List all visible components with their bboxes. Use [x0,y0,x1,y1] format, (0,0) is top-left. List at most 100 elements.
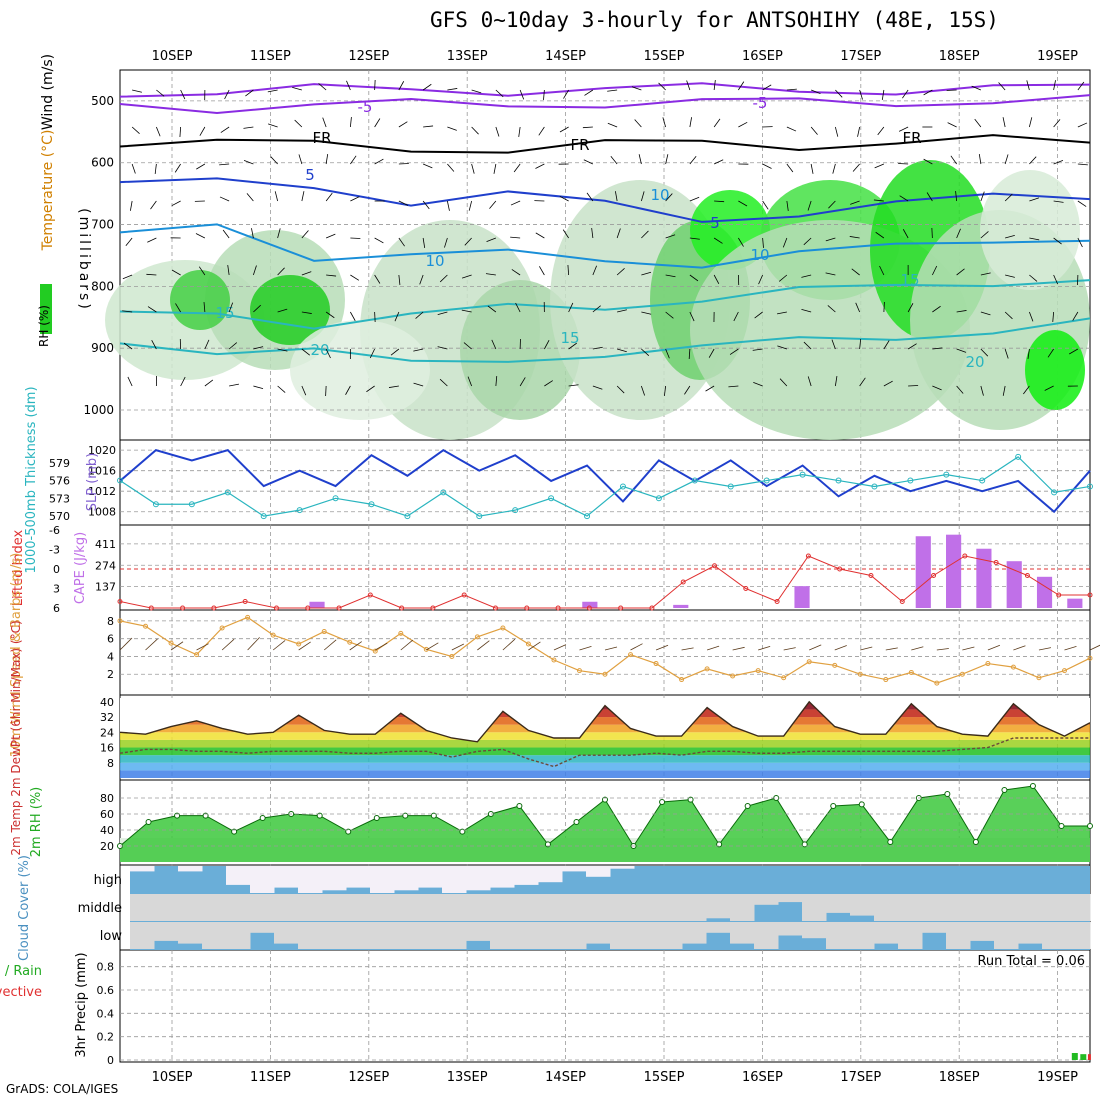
li-tick-label: 3 [53,583,60,596]
rh-point [373,815,380,821]
wind-barb [1053,80,1056,91]
surface-wind-barb [630,643,643,651]
wind-barb [463,342,472,350]
date-label-top: 13SEP [447,49,488,64]
cloud-bar [898,922,923,949]
wind-barb [123,342,133,350]
li-point [1087,592,1093,598]
wind-barb [956,228,961,239]
wind-barb [1005,274,1015,278]
wind-speed-point [1036,675,1042,681]
contour-label: FR [570,136,589,154]
wind-speed-point [168,640,174,646]
precip-tick-label: 0.4 [97,1007,115,1020]
cape-bar [309,601,325,608]
wind-barb [437,311,448,315]
cloud-bar [274,894,299,921]
wind-barb [932,265,938,276]
wind-barb [834,376,838,387]
wind-barb [563,89,569,99]
wind-barb [810,89,821,94]
surface-wind-barb [1038,647,1052,651]
wind-speed-point [398,630,404,636]
wind-barb [665,311,674,319]
wind-barb [956,385,964,394]
wind-barb [801,274,812,278]
wind-barb [859,377,866,387]
wind-barb [617,309,627,313]
cloud-bar [778,922,803,936]
cloud-bar [754,894,779,905]
wind-tick-label: 4 [107,650,114,663]
wind-barb [132,89,142,93]
wind-barb [738,237,744,247]
wind-barb [1005,235,1015,239]
temperature-mask [120,698,1090,742]
wind-barb [204,379,214,387]
li-point [180,605,186,611]
wind-barb [1029,311,1034,322]
rh-point [801,841,808,848]
wind-speed-point [449,653,455,659]
wind-speed-point [959,671,965,677]
cloud-bar [226,866,251,885]
wind-barb [640,191,645,202]
cloud-bar [442,866,467,893]
cloud-bar [346,866,371,888]
wind-barb [971,85,982,91]
li-line [119,555,1090,609]
li-point [805,553,811,559]
slp-tick-label: 1008 [88,506,116,519]
wind-barb [562,229,569,239]
rh-legend-swatch [40,284,52,334]
contour-label: 20 [310,341,329,359]
temperature-tick-label: 16 [100,742,114,755]
wind-barb [610,155,618,165]
surface-wind-barb [655,644,669,651]
cloud-bar [946,922,971,949]
thickness-point [476,513,483,520]
temperature-band [120,739,1090,748]
date-label-top: 17SEP [840,49,881,64]
surface-wind-barb [732,646,745,651]
cloud-bar [418,866,443,888]
cloud-bar [130,922,155,949]
wind-barb [468,200,473,211]
li-tick-label: -6 [49,524,60,537]
cape-bar [582,601,598,608]
wind-barb [665,234,676,239]
li-point [993,560,999,565]
wind-barb [301,311,312,314]
wind-barb [898,163,909,165]
wind-barb [1053,160,1064,165]
li-tick-label: 6 [53,602,60,615]
cloud-bar [850,922,875,949]
millibars-axis-label: (millibars) [76,208,92,312]
li-point [242,599,248,604]
wind-barb [325,348,331,359]
li-point [524,605,530,611]
wind-barb [931,227,933,239]
wind-barb [538,126,545,136]
wind-barb [544,339,550,350]
wind-speed-point [1087,655,1093,661]
surface-wind-barb [553,644,567,651]
cloud-bar [202,922,227,949]
wind-barb [932,305,941,313]
wind-barb [738,81,745,91]
wind-barb [1069,348,1079,355]
cloud-bar [394,866,419,891]
wind-barb [485,273,496,276]
wind-barb [125,237,133,247]
precip-axis-label: 3hr Precip (mm) [74,952,89,1057]
wind-barb [980,385,984,396]
date-label-bottom: 13SEP [447,1070,488,1085]
wind-barb [664,385,667,396]
wind-barb [301,348,311,356]
contour-label: 5 [710,214,720,232]
wind-barb [807,376,812,387]
cloud-bar [418,922,443,949]
wind-barb [614,191,618,202]
wind-barb [932,347,943,350]
wind-barb [1029,156,1037,165]
